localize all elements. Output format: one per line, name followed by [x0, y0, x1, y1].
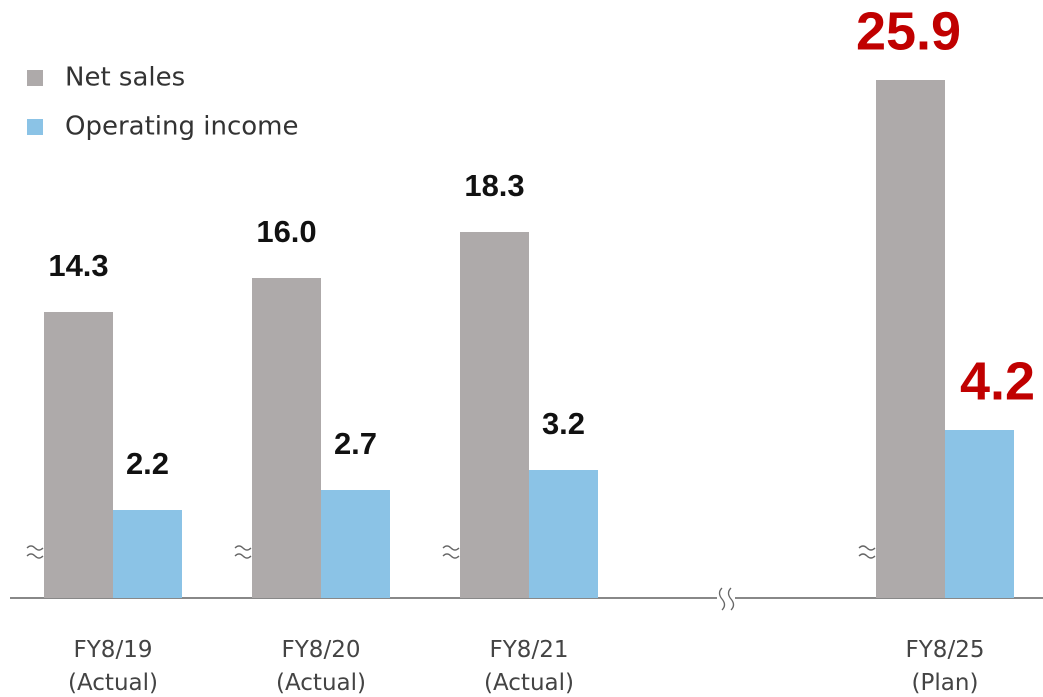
bar — [113, 510, 182, 598]
bar — [876, 80, 945, 598]
x-tick-label-line: (Actual) — [276, 670, 366, 696]
bar — [321, 490, 390, 598]
bar — [44, 312, 113, 598]
bar-break — [26, 545, 44, 559]
legend-swatch — [27, 70, 43, 86]
legend-label: Operating income — [65, 112, 298, 142]
x-tick-label-line: (Plan) — [912, 670, 979, 696]
x-tick-label-line: FY8/21 — [490, 637, 569, 663]
bar — [529, 470, 598, 598]
bar — [252, 278, 321, 598]
bar-break — [858, 545, 876, 559]
legend-label: Net sales — [65, 63, 185, 93]
legend-swatch — [27, 119, 43, 135]
x-tick-label-line: (Actual) — [484, 670, 574, 696]
x-tick-label: FY8/21 (Actual) — [484, 637, 574, 696]
x-tick-label-line: FY8/19 — [74, 637, 153, 663]
data-label: 25.9 — [856, 1, 961, 61]
data-label: 18.3 — [464, 168, 524, 203]
data-label: 2.2 — [126, 446, 169, 481]
data-label: 4.2 — [960, 351, 1035, 411]
x-tick-label: FY8/25 (Plan) — [906, 637, 985, 696]
bar — [460, 232, 529, 598]
data-label: 14.3 — [48, 248, 108, 283]
data-label: 2.7 — [334, 426, 377, 461]
x-tick-label: FY8/20 (Actual) — [276, 637, 366, 696]
data-label: 3.2 — [542, 406, 585, 441]
axis-break — [718, 587, 735, 611]
x-tick-label-line: (Actual) — [68, 670, 158, 696]
data-label: 16.0 — [256, 214, 316, 249]
x-tick-label-line: FY8/25 — [906, 637, 985, 663]
bar-break — [442, 545, 460, 559]
bar-break — [234, 545, 252, 559]
axis-break-gap — [717, 588, 735, 610]
x-tick-label-line: FY8/20 — [282, 637, 361, 663]
x-tick-label: FY8/19 (Actual) — [68, 637, 158, 696]
bar — [945, 430, 1014, 598]
